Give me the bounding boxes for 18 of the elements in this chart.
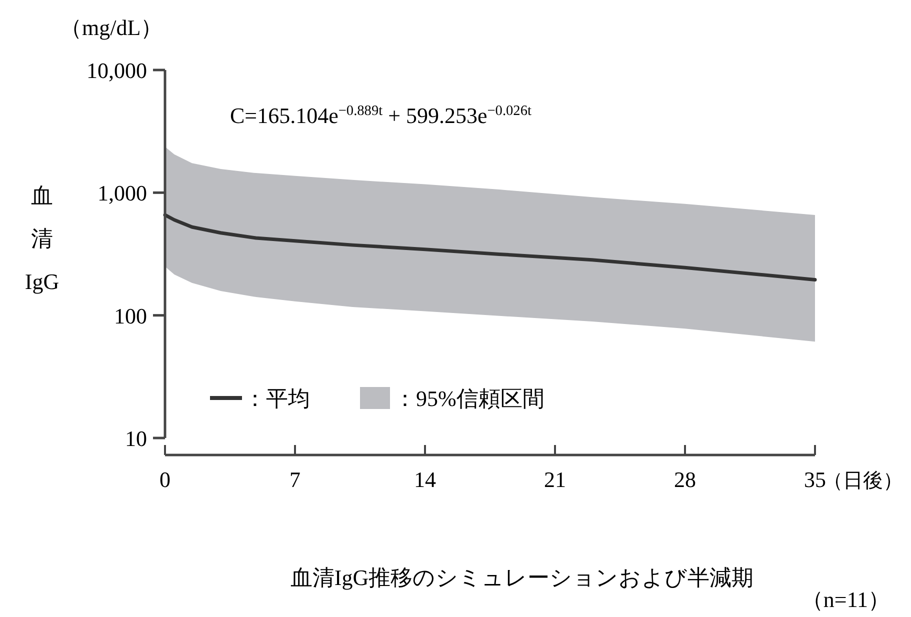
x-tick-label: 21 <box>544 467 566 492</box>
annotation: C=165.104e$^{−0.889t}$ + 599.253e$^{−0.026t}$ <box>230 103 532 128</box>
y-tick-label: 100 <box>114 303 147 328</box>
text: （mg/dL） <box>60 15 163 40</box>
text: （n=11） <box>801 587 890 612</box>
legend-label: ：95%信頼区間 <box>394 386 544 411</box>
y-tick-label: 10,000 <box>86 58 147 83</box>
x-tick-label: 7 <box>290 467 300 492</box>
text: 血清IgG推移のシミュレーションおよび半減期 <box>290 565 754 590</box>
x-tick-label: 35 <box>804 467 826 492</box>
x-tick-label: 28 <box>674 467 696 492</box>
x-tick-label: 14 <box>414 467 436 492</box>
y-tick-label: 10 <box>125 426 147 451</box>
legend-label: ：平均 <box>244 386 310 411</box>
line-series <box>163 213 817 282</box>
x-tick-label: 0 <box>160 467 170 492</box>
y-tick-label: 1,000 <box>98 180 147 206</box>
y-axis-title: 血清IgG <box>24 183 60 294</box>
